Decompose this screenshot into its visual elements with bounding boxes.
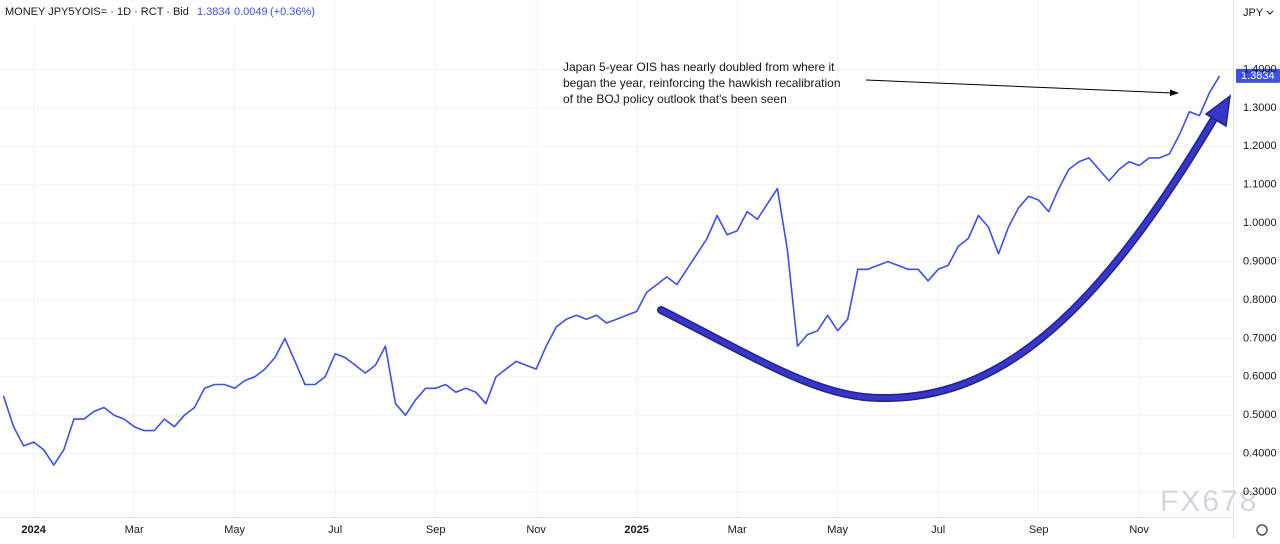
y-tick-label: 0.4000 xyxy=(1243,448,1277,460)
x-tick-label: Nov xyxy=(1129,524,1149,536)
trend-arrow xyxy=(658,109,1221,401)
currency-caret[interactable] xyxy=(1266,10,1274,15)
x-tick-label: Mar xyxy=(125,524,144,536)
x-tick-label: May xyxy=(827,524,848,536)
annotation-arrowhead xyxy=(1170,89,1179,96)
annotation-line: began the year, reinforcing the hawkish … xyxy=(563,76,841,90)
settings-icon[interactable] xyxy=(1256,524,1268,536)
currency[interactable]: JPY xyxy=(1243,7,1264,19)
y-tick-label: 0.8000 xyxy=(1243,294,1277,306)
y-tick-label: 1.1000 xyxy=(1243,179,1277,191)
plot xyxy=(2,75,1221,466)
y-tick-label: 0.9000 xyxy=(1243,255,1277,267)
trend-arrowhead xyxy=(1204,94,1231,128)
y-tick-label: 0.6000 xyxy=(1243,371,1277,383)
y-tick-label: 1.2000 xyxy=(1243,140,1277,152)
annotation-line: Japan 5-year OIS has nearly doubled from… xyxy=(563,60,835,74)
x-tick-label: 2025 xyxy=(624,524,648,536)
x-tick-label: Sep xyxy=(426,524,446,536)
price-tag-label: 1.3834 xyxy=(1241,70,1275,82)
grid xyxy=(0,0,1233,517)
x-tick-label: Nov xyxy=(526,524,546,536)
annotation-line: of the BOJ policy outlook that's been se… xyxy=(563,92,787,106)
x-tick-label: Sep xyxy=(1029,524,1049,536)
annotation-arrow xyxy=(865,79,1173,94)
x-tick-label: Jul xyxy=(328,524,342,536)
price-change-percent: (+0.36%) xyxy=(270,6,315,18)
line xyxy=(2,75,1221,466)
annotation: Japan 5-year OIS has nearly doubled from… xyxy=(563,60,1179,106)
watermark: FX678 xyxy=(1160,485,1258,518)
y-tick-label: 1.0000 xyxy=(1243,217,1277,229)
price-change: 0.0049 xyxy=(234,6,268,18)
last-price: 1.3834 xyxy=(197,6,231,18)
price-tag: 1.3834 xyxy=(1236,68,1280,83)
y-tick-label: 0.5000 xyxy=(1243,409,1277,421)
x-tick-label: Mar xyxy=(728,524,747,536)
x-tick-label: May xyxy=(224,524,245,536)
y-tick-label: 1.3000 xyxy=(1243,102,1277,114)
x-tick-label: Jul xyxy=(931,524,945,536)
y-tick-label: 0.3000 xyxy=(1243,486,1277,498)
y-tick-label: 1.4000 xyxy=(1243,63,1277,75)
symbol: MONEY JPY5YOIS= · 1D · RCT · Bid xyxy=(5,6,189,18)
x-tick-label: 2024 xyxy=(21,524,46,536)
header-bg xyxy=(0,2,320,22)
y-tick-label: 0.7000 xyxy=(1243,332,1277,344)
price-tag-bg xyxy=(1236,68,1280,83)
